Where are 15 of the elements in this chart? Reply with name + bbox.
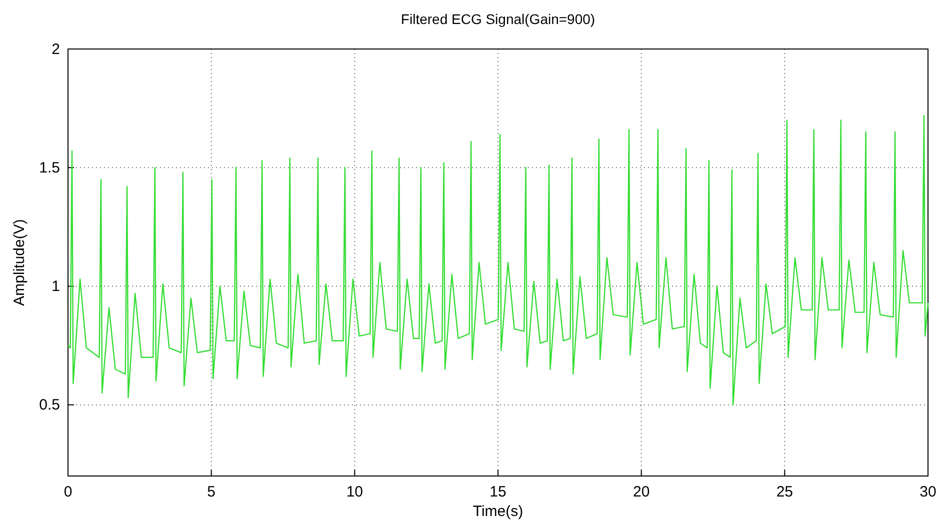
x-tick-label: 25	[776, 484, 794, 501]
y-tick-label: 0.5	[39, 396, 60, 414]
x-tick-label: 10	[346, 484, 364, 501]
x-axis-title: Time(s)	[472, 503, 524, 520]
x-tick-label: 15	[490, 484, 506, 501]
x-tick-label: 20	[632, 484, 650, 501]
y-axis-title: Amplitude(V)	[11, 219, 28, 306]
y-tick-label: 1	[52, 278, 60, 296]
x-tick-label: 30	[920, 484, 936, 501]
x-tick-label: 5	[207, 484, 216, 501]
x-tick-label: 0	[64, 484, 72, 501]
chart-title: Filtered ECG Signal(Gain=900)	[400, 11, 596, 27]
y-tick-label: 2	[52, 40, 60, 58]
y-tick-label: 1.5	[39, 159, 60, 176]
line-series	[67, 114, 929, 406]
